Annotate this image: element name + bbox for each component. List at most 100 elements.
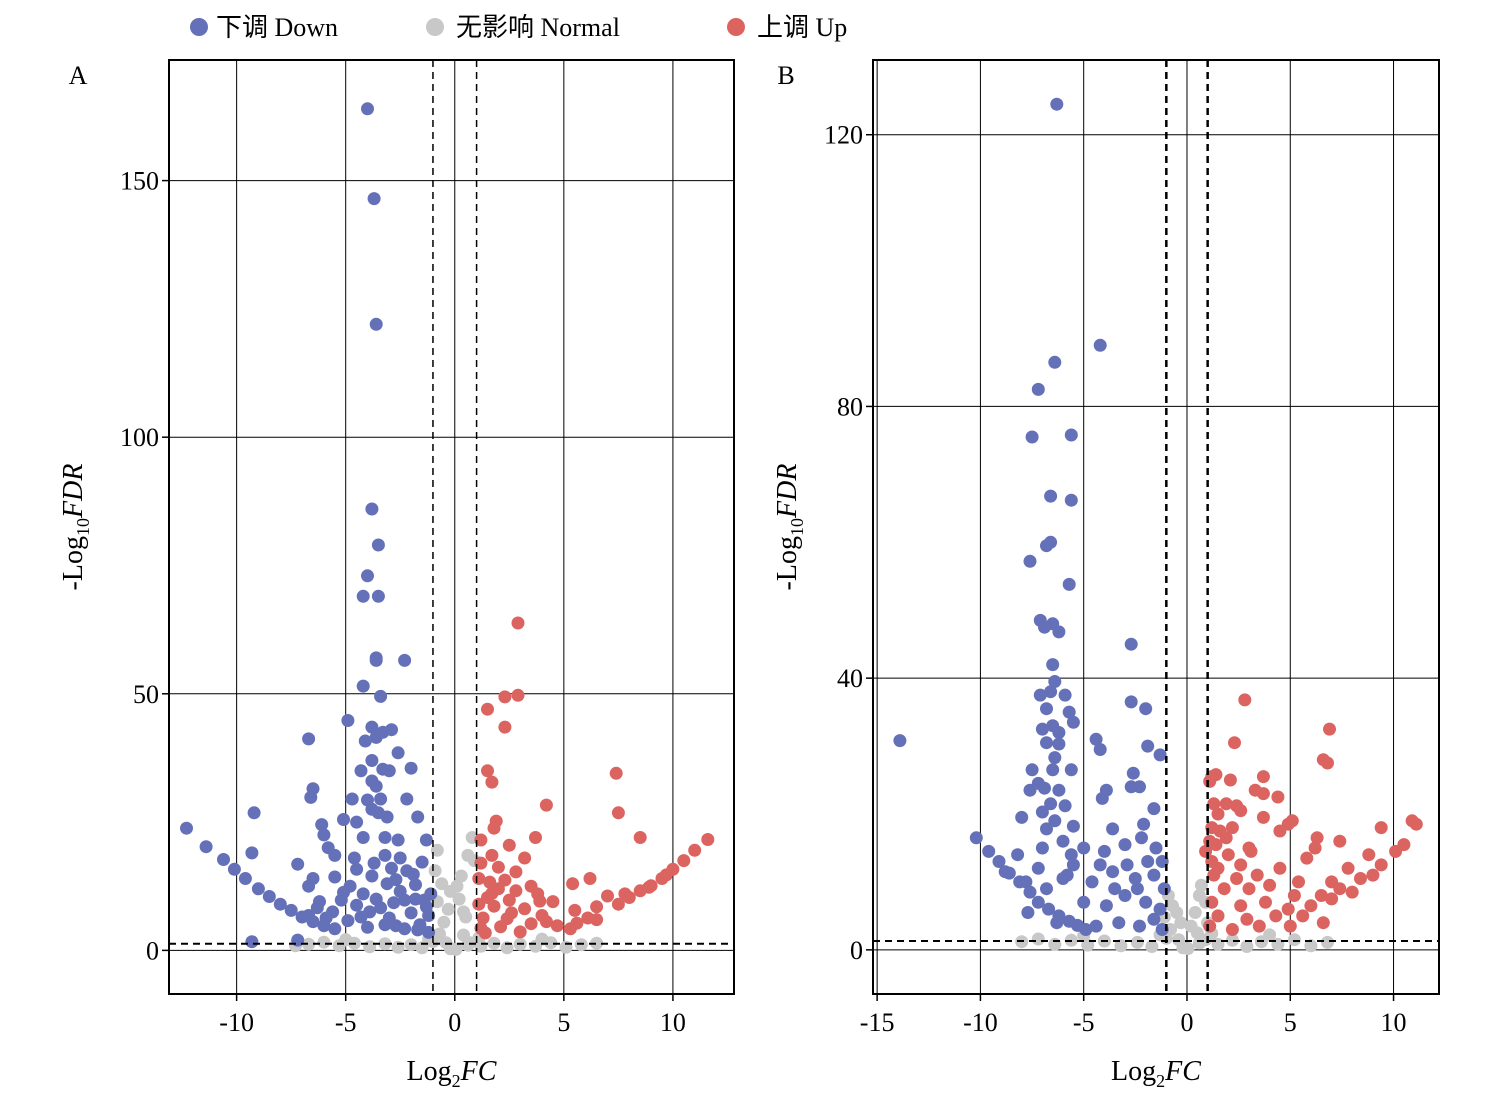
x-axis-title-sub: 2 bbox=[1156, 1071, 1165, 1091]
data-point bbox=[406, 867, 420, 881]
data-point bbox=[1296, 909, 1310, 923]
x-tick-label: -10 bbox=[219, 1008, 254, 1037]
data-point bbox=[1052, 726, 1066, 739]
data-point bbox=[1304, 939, 1318, 953]
data-point bbox=[1040, 539, 1053, 553]
data-point bbox=[513, 925, 527, 939]
legend-label: 上调 Up bbox=[757, 13, 847, 42]
data-point bbox=[404, 761, 418, 775]
data-point bbox=[1230, 872, 1244, 885]
data-point bbox=[491, 860, 505, 874]
data-point bbox=[328, 922, 342, 936]
x-axis: -10 -5 0 5 10 bbox=[219, 994, 686, 1037]
data-point bbox=[1316, 916, 1330, 930]
data-point bbox=[1099, 899, 1113, 913]
series-points bbox=[472, 616, 715, 940]
data-point bbox=[1181, 942, 1195, 955]
data-point bbox=[317, 935, 331, 949]
data-point bbox=[1219, 797, 1233, 811]
data-point bbox=[590, 900, 604, 914]
data-point bbox=[1166, 899, 1179, 913]
data-point bbox=[1273, 861, 1287, 875]
data-point bbox=[435, 877, 449, 891]
data-point bbox=[1256, 810, 1270, 824]
data-point bbox=[998, 865, 1012, 879]
data-point bbox=[1409, 817, 1423, 831]
data-point bbox=[356, 831, 370, 844]
data-point bbox=[1211, 937, 1225, 951]
panel-label: A bbox=[69, 61, 88, 90]
data-point bbox=[546, 895, 560, 909]
data-point bbox=[398, 653, 412, 667]
data-point bbox=[1310, 831, 1324, 845]
y-tick-label: 50 bbox=[133, 680, 159, 709]
data-point bbox=[356, 887, 370, 901]
x-tick-label: -5 bbox=[1073, 1008, 1095, 1037]
x-axis-title-sub: 2 bbox=[452, 1071, 461, 1091]
data-point bbox=[1287, 889, 1301, 902]
data-point bbox=[1207, 797, 1221, 811]
data-point bbox=[518, 902, 532, 916]
data-point bbox=[590, 913, 604, 927]
data-point bbox=[1064, 493, 1078, 507]
data-point bbox=[539, 798, 553, 812]
data-point bbox=[498, 690, 512, 704]
data-point bbox=[474, 856, 488, 870]
data-point bbox=[365, 869, 379, 883]
data-point bbox=[1079, 923, 1093, 936]
x-tick-label: 0 bbox=[448, 1008, 461, 1037]
data-point bbox=[535, 932, 549, 946]
data-point bbox=[485, 886, 499, 900]
data-point bbox=[1194, 878, 1208, 892]
data-point bbox=[430, 843, 444, 857]
data-point bbox=[1035, 805, 1049, 819]
data-point bbox=[302, 732, 316, 746]
data-point bbox=[1064, 428, 1078, 442]
data-point bbox=[478, 926, 492, 940]
data-point bbox=[969, 831, 983, 845]
data-point bbox=[485, 848, 499, 862]
data-point bbox=[1283, 919, 1297, 933]
y-axis: 0 50 100 150 bbox=[120, 167, 169, 965]
data-point bbox=[1064, 763, 1078, 777]
data-point bbox=[1221, 848, 1235, 862]
data-point bbox=[1147, 868, 1161, 882]
data-point bbox=[539, 915, 553, 929]
data-point bbox=[1374, 821, 1388, 835]
data-point bbox=[1240, 912, 1254, 926]
data-point bbox=[1287, 933, 1301, 947]
data-point bbox=[1341, 861, 1355, 875]
data-point bbox=[1362, 848, 1376, 862]
legend-marker bbox=[727, 18, 745, 36]
legend-marker bbox=[190, 18, 208, 36]
data-point bbox=[1244, 844, 1258, 858]
data-point bbox=[389, 873, 403, 887]
data-point bbox=[1031, 382, 1045, 396]
data-point bbox=[1250, 868, 1264, 882]
data-point bbox=[302, 937, 316, 951]
data-point bbox=[391, 746, 405, 760]
data-point bbox=[1321, 756, 1334, 770]
data-point bbox=[441, 902, 455, 916]
data-point bbox=[1141, 855, 1155, 868]
y-axis-title-ital: FDR bbox=[772, 464, 803, 519]
data-point bbox=[563, 922, 577, 936]
data-point bbox=[1095, 791, 1109, 805]
data-point bbox=[1046, 658, 1060, 672]
data-point bbox=[1174, 916, 1188, 930]
data-point bbox=[365, 754, 379, 767]
data-point bbox=[1033, 688, 1047, 702]
data-point bbox=[302, 909, 316, 922]
data-point bbox=[1135, 831, 1148, 845]
data-point bbox=[524, 917, 538, 931]
data-point bbox=[356, 679, 370, 693]
data-point bbox=[419, 833, 433, 847]
data-point bbox=[385, 723, 398, 737]
data-point bbox=[1126, 766, 1140, 780]
data-point bbox=[326, 905, 340, 919]
data-point bbox=[350, 862, 364, 876]
data-point bbox=[1038, 620, 1051, 634]
data-point bbox=[1211, 909, 1225, 923]
series-points bbox=[893, 97, 1171, 936]
data-point bbox=[1128, 872, 1142, 885]
